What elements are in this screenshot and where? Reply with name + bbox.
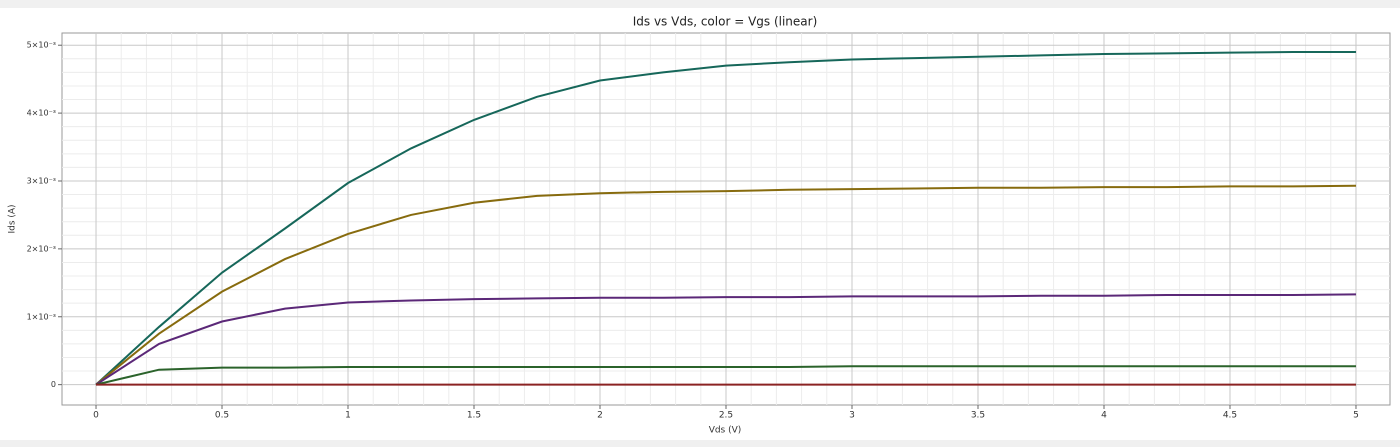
x-tick-label: 3 bbox=[849, 411, 855, 421]
y-tick-label: 2×10⁻³ bbox=[27, 244, 56, 253]
x-tick-label: 2 bbox=[597, 411, 603, 421]
x-tick-label: 3.5 bbox=[971, 411, 985, 421]
x-tick-label: 4 bbox=[1101, 411, 1107, 421]
y-tick-label: 5×10⁻³ bbox=[27, 41, 56, 50]
y-axis-label: Ids (A) bbox=[8, 204, 18, 233]
series-line bbox=[95, 51, 1356, 386]
x-tick-label: 5 bbox=[1353, 411, 1359, 421]
y-tick-label: 1×10⁻³ bbox=[27, 312, 56, 321]
x-axis-label: Vds (V) bbox=[709, 426, 742, 436]
y-tick-label: 0 bbox=[51, 380, 56, 389]
series-line bbox=[95, 365, 1356, 386]
x-tick-label: 4.5 bbox=[1223, 411, 1237, 421]
chart-title: Ids vs Vds, color = Vgs (linear) bbox=[633, 15, 818, 29]
x-tick-label: 1.5 bbox=[467, 411, 481, 421]
x-tick-label: 0 bbox=[93, 411, 99, 421]
x-tick-label: 2.5 bbox=[719, 411, 733, 421]
y-tick-label: 3×10⁻³ bbox=[27, 176, 56, 185]
x-tick-label: 1 bbox=[345, 411, 351, 421]
series-line bbox=[95, 184, 1356, 386]
y-tick-label: 4×10⁻³ bbox=[27, 109, 56, 118]
x-tick-label: 0.5 bbox=[215, 411, 229, 421]
series-line bbox=[95, 293, 1356, 386]
